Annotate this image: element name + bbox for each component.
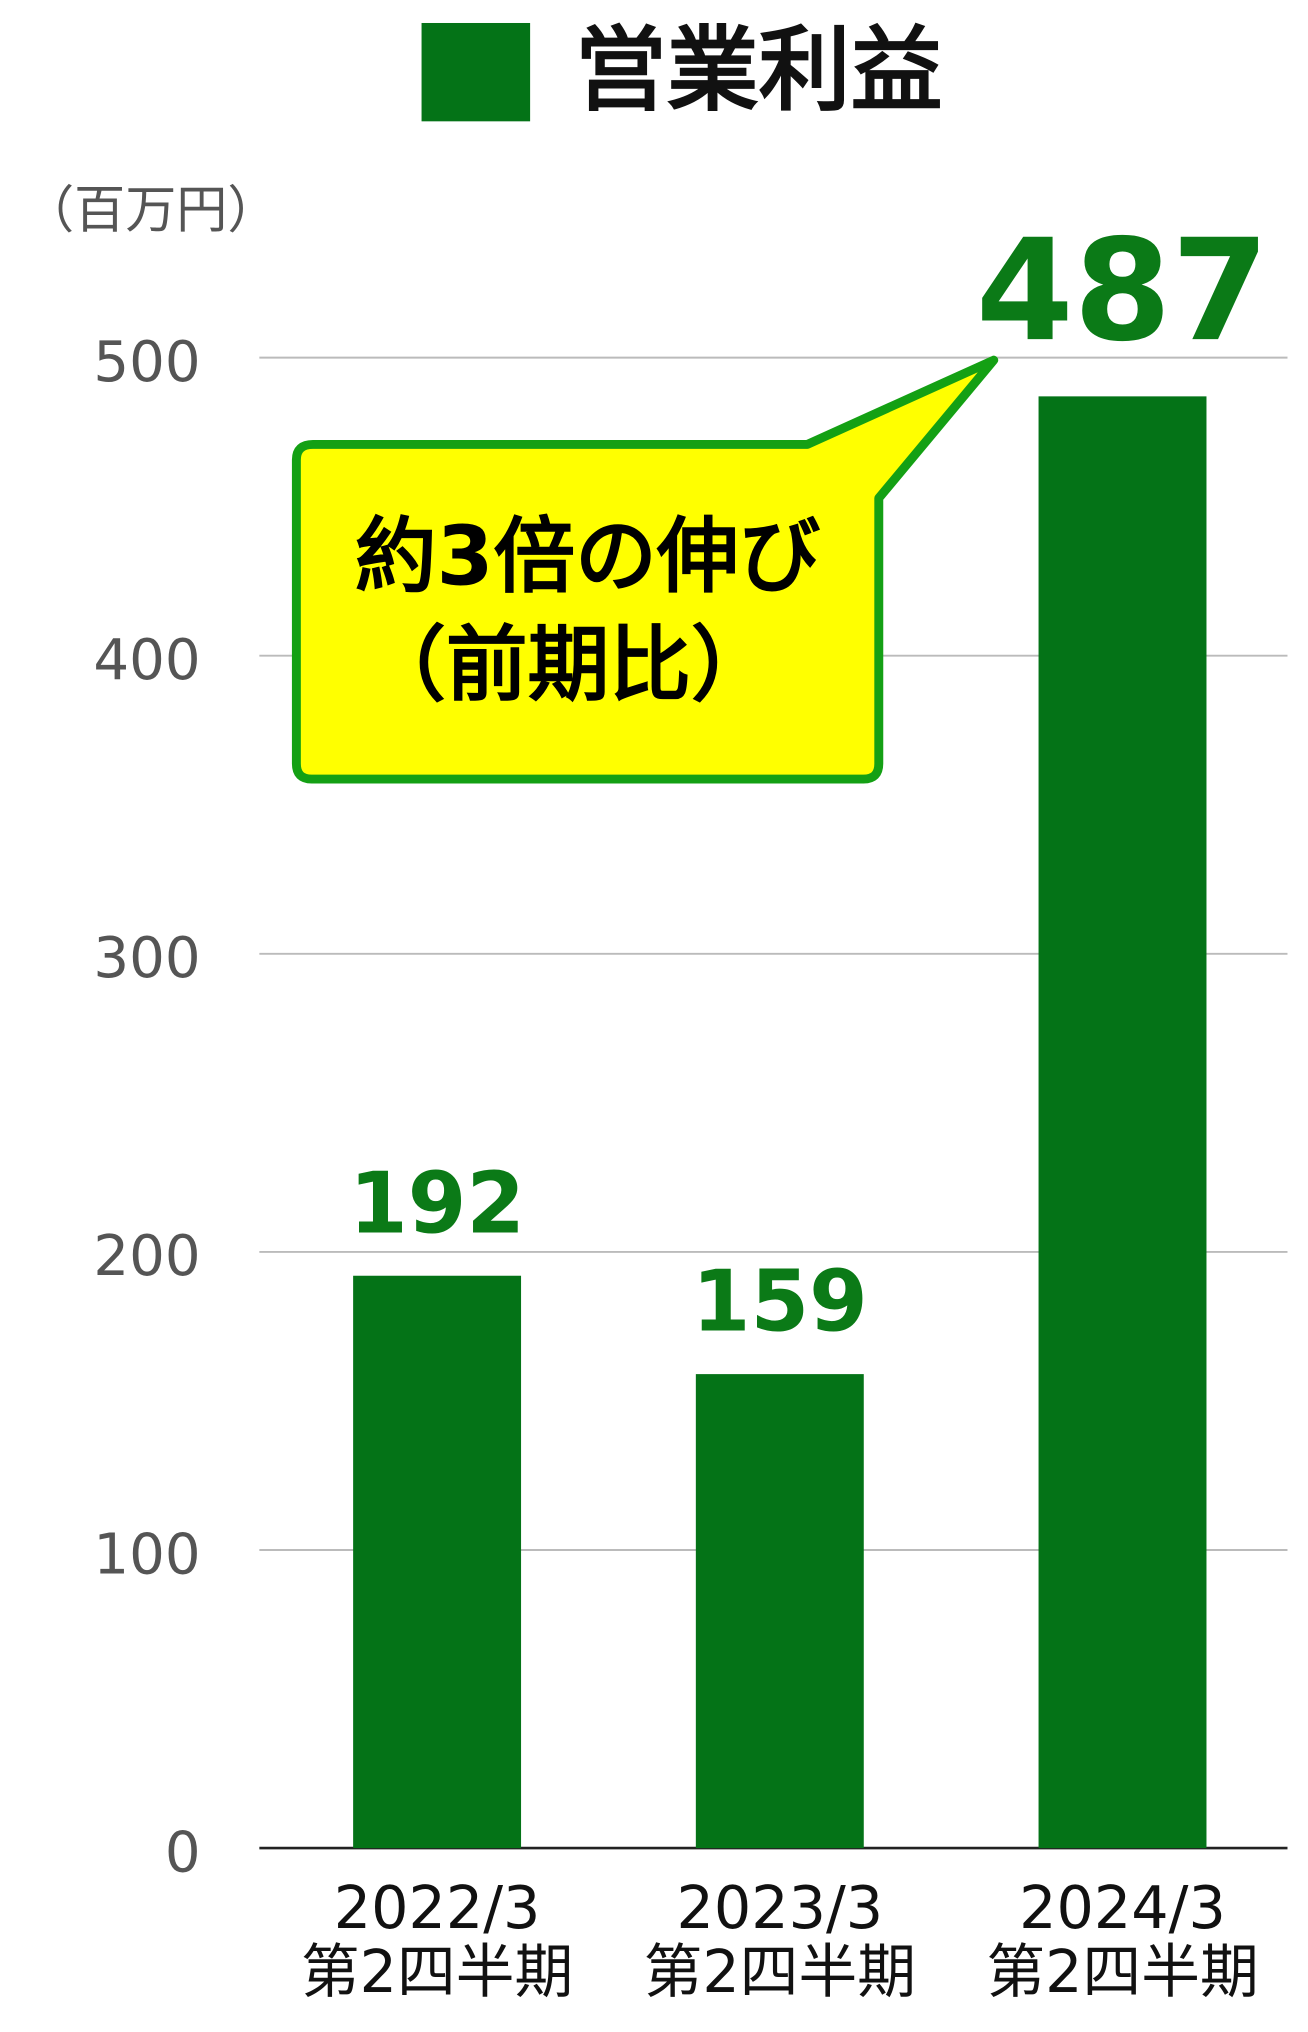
x-tick-label: 第2四半期	[301, 1937, 573, 2006]
bar	[353, 1275, 522, 1849]
y-tick-label: 500	[93, 330, 200, 395]
x-tick-label: 2023/3	[676, 1873, 883, 1942]
bar	[695, 1374, 864, 1849]
callout-box	[291, 355, 999, 784]
legend-swatch	[421, 22, 531, 122]
callout-text: 約3倍の伸び	[355, 509, 821, 604]
x-tick-label: 2022/3	[334, 1873, 541, 1942]
x-tick-label: 第2四半期	[986, 1937, 1258, 2006]
x-tick-label: 2024/3	[1019, 1873, 1226, 1942]
callout-text: （前期比）	[364, 618, 773, 713]
value-label: 487	[976, 210, 1269, 373]
chart-title: 営業利益	[575, 17, 943, 124]
y-tick-label: 300	[93, 926, 200, 991]
unit-label: （百万円）	[23, 181, 278, 240]
value-label: 159	[692, 1253, 868, 1351]
bars: 2022/3第2四半期1922023/3第2四半期1592024/3第2四半期4…	[301, 210, 1269, 2006]
bar	[1038, 396, 1207, 1849]
grid: 0 100 200 300 400 500	[93, 330, 1288, 1885]
y-tick-label: 200	[93, 1224, 200, 1289]
x-tick-label: 第2四半期	[644, 1937, 916, 2006]
y-tick-label: 400	[93, 628, 200, 693]
value-label: 192	[349, 1154, 525, 1252]
y-tick-label: 100	[93, 1522, 200, 1587]
y-tick-label: 0	[165, 1820, 201, 1885]
callout: 約3倍の伸び （前期比）	[291, 355, 999, 784]
